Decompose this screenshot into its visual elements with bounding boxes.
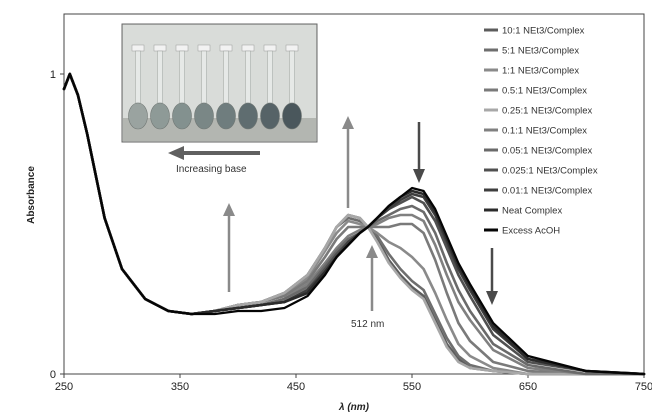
legend-label: 0.25:1 NEt3/Complex [502, 106, 593, 117]
flask [128, 44, 148, 130]
flask-neck [157, 50, 163, 104]
flask-bulb [128, 102, 148, 130]
flask [238, 44, 258, 130]
flask [172, 44, 192, 130]
arrow-up-400nm [223, 203, 235, 292]
legend-label: Excess AcOH [502, 226, 560, 237]
flask-stopper [131, 44, 145, 52]
x-tick-label: 650 [519, 381, 537, 393]
isosbestic-point-label: 512 nm [351, 319, 384, 330]
x-tick-label: 550 [403, 381, 421, 393]
arrow-up-isosbestic [366, 245, 378, 311]
legend-label: 0.01:1 NEt3/Complex [502, 186, 593, 197]
flask-neck [179, 50, 185, 104]
flask-stopper [241, 44, 255, 52]
legend-label: 0.05:1 NEt3/Complex [502, 146, 593, 157]
flask-neck [135, 50, 141, 104]
flask-neck [223, 50, 229, 104]
plot-area [63, 13, 645, 375]
series-line-10 [62, 72, 646, 376]
flask-group [128, 44, 302, 130]
legend-label: 1:1 NEt3/Complex [502, 66, 579, 77]
flask-neck [289, 50, 295, 104]
y-axis: 01 [50, 69, 64, 381]
y-tick-label: 1 [50, 69, 56, 81]
flask-stopper [175, 44, 189, 52]
flask [150, 44, 170, 130]
inset-photo [121, 23, 318, 143]
increasing-base-arrow-head [168, 146, 184, 160]
annotation-arrows [223, 116, 498, 311]
x-axis-title: λ (nm) [338, 402, 370, 413]
arrow-up-isosbestic-head [366, 245, 378, 258]
legend-label: Neat Complex [502, 206, 562, 217]
flask-bulb [216, 102, 236, 130]
x-tick-label: 250 [55, 381, 73, 393]
flask [282, 44, 302, 130]
flask-bulb [260, 102, 280, 130]
arrow-up-490nm [342, 116, 354, 208]
x-tick-label: 350 [171, 381, 189, 393]
legend-label: 5:1 NEt3/Complex [502, 46, 579, 57]
flask-neck [245, 50, 251, 104]
y-axis-title: Absorbance [26, 166, 37, 224]
flask-stopper [153, 44, 167, 52]
flask-stopper [197, 44, 211, 52]
arrow-down-555nm-head [413, 169, 425, 183]
flask-bulb [150, 102, 170, 130]
series-group [62, 72, 646, 376]
flask-stopper [219, 44, 233, 52]
flask-stopper [285, 44, 299, 52]
arrow-down-625nm [486, 248, 498, 305]
flask-stopper [263, 44, 277, 52]
flask [194, 44, 214, 130]
flask-neck [201, 50, 207, 104]
arrow-up-490nm-head [342, 116, 354, 129]
plot-frame [63, 13, 645, 375]
legend-label: 0.1:1 NEt3/Complex [502, 126, 587, 137]
x-tick-label: 450 [287, 381, 305, 393]
arrow-down-555nm [413, 122, 425, 183]
legend-label: 10:1 NEt3/Complex [502, 26, 585, 37]
increasing-base-arrow [168, 146, 260, 160]
x-tick-label: 750 [635, 381, 652, 393]
x-axis: 250 350 450 550 650 750 [55, 374, 652, 393]
flask-bulb [238, 102, 258, 130]
flask-bulb [172, 102, 192, 130]
increasing-base-label: Increasing base [176, 164, 247, 175]
arrow-up-400nm-head [223, 203, 235, 216]
y-tick-label: 0 [50, 369, 56, 381]
flask [216, 44, 236, 130]
flask-bulb [194, 102, 214, 130]
legend-label: 0.5:1 NEt3/Complex [502, 86, 587, 97]
flask [260, 44, 280, 130]
flask-bulb [282, 102, 302, 130]
flask-neck [267, 50, 273, 104]
legend: 10:1 NEt3/Complex 5:1 NEt3/Complex 1:1 NEt… [484, 26, 598, 237]
arrow-down-625nm-head [486, 291, 498, 305]
legend-label: 0.025:1 NEt3/Complex [502, 166, 598, 177]
